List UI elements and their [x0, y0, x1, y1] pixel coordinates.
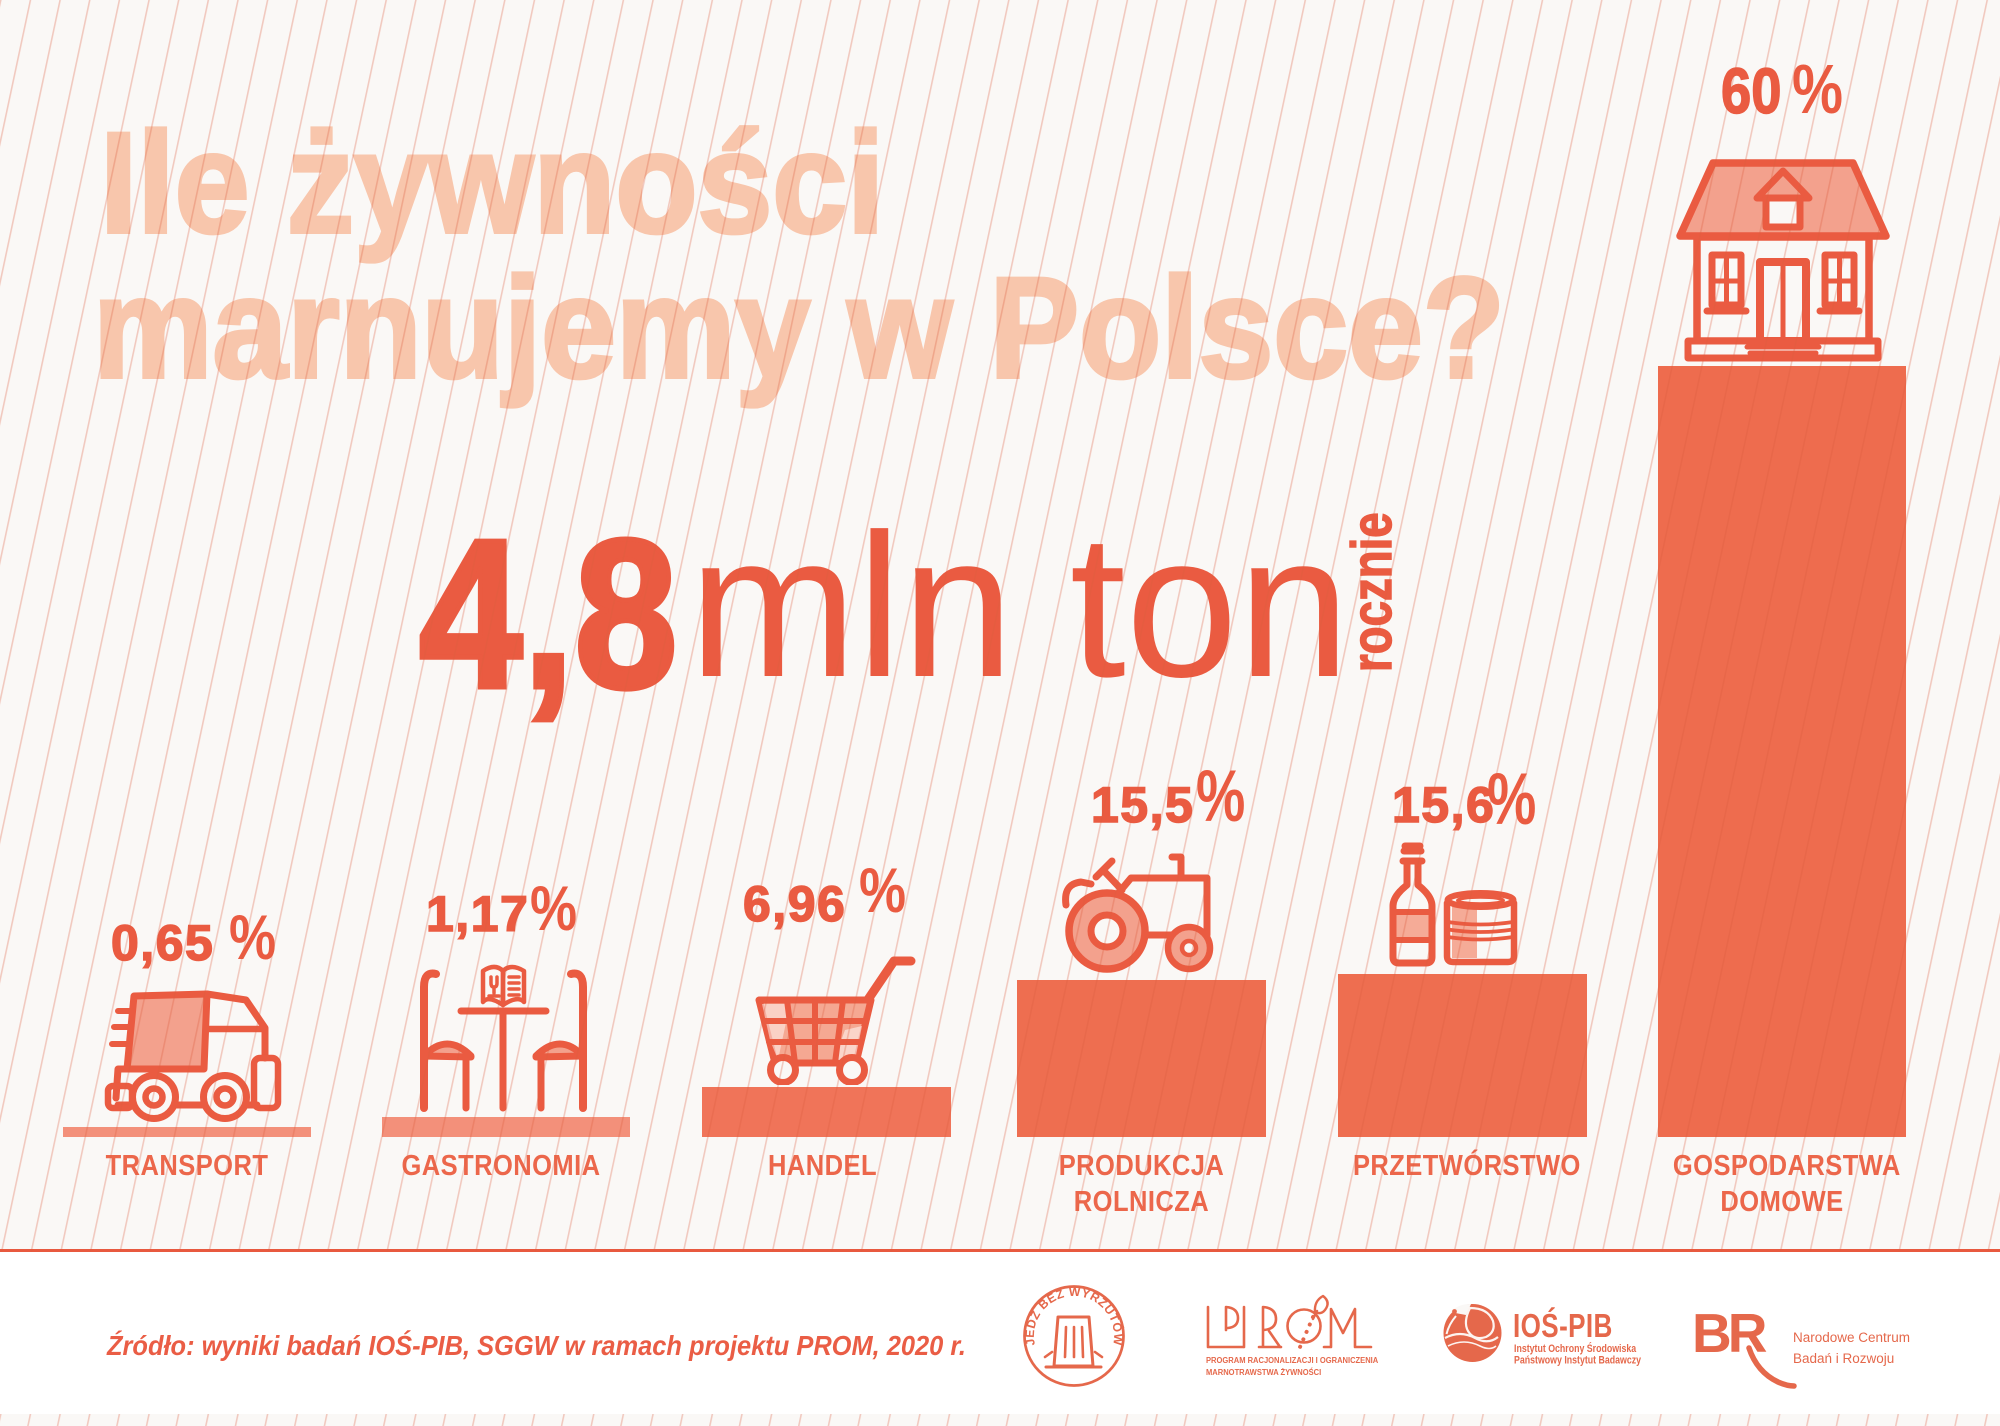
svg-text:Państwowy Instytut Badawczy: Państwowy Instytut Badawczy: [1514, 1355, 1641, 1367]
svg-text:BR: BR: [1692, 1302, 1767, 1364]
svg-text:Instytut Ochrony Środowiska: Instytut Ochrony Środowiska: [1514, 1342, 1637, 1355]
svg-text:PROGRAM RACJONALIZACJI I OGRAN: PROGRAM RACJONALIZACJI I OGRANICZENIA: [1206, 1356, 1378, 1366]
svg-text:MARNOTRAWSTWA ŻYWNOŚCI: MARNOTRAWSTWA ŻYWNOŚCI: [1206, 1368, 1321, 1378]
svg-text:Narodowe Centrum: Narodowe Centrum: [1793, 1330, 1910, 1345]
svg-text:Badań i Rozwoju: Badań i Rozwoju: [1793, 1351, 1894, 1366]
svg-text:IOŚ-PIB: IOŚ-PIB: [1513, 1307, 1613, 1345]
